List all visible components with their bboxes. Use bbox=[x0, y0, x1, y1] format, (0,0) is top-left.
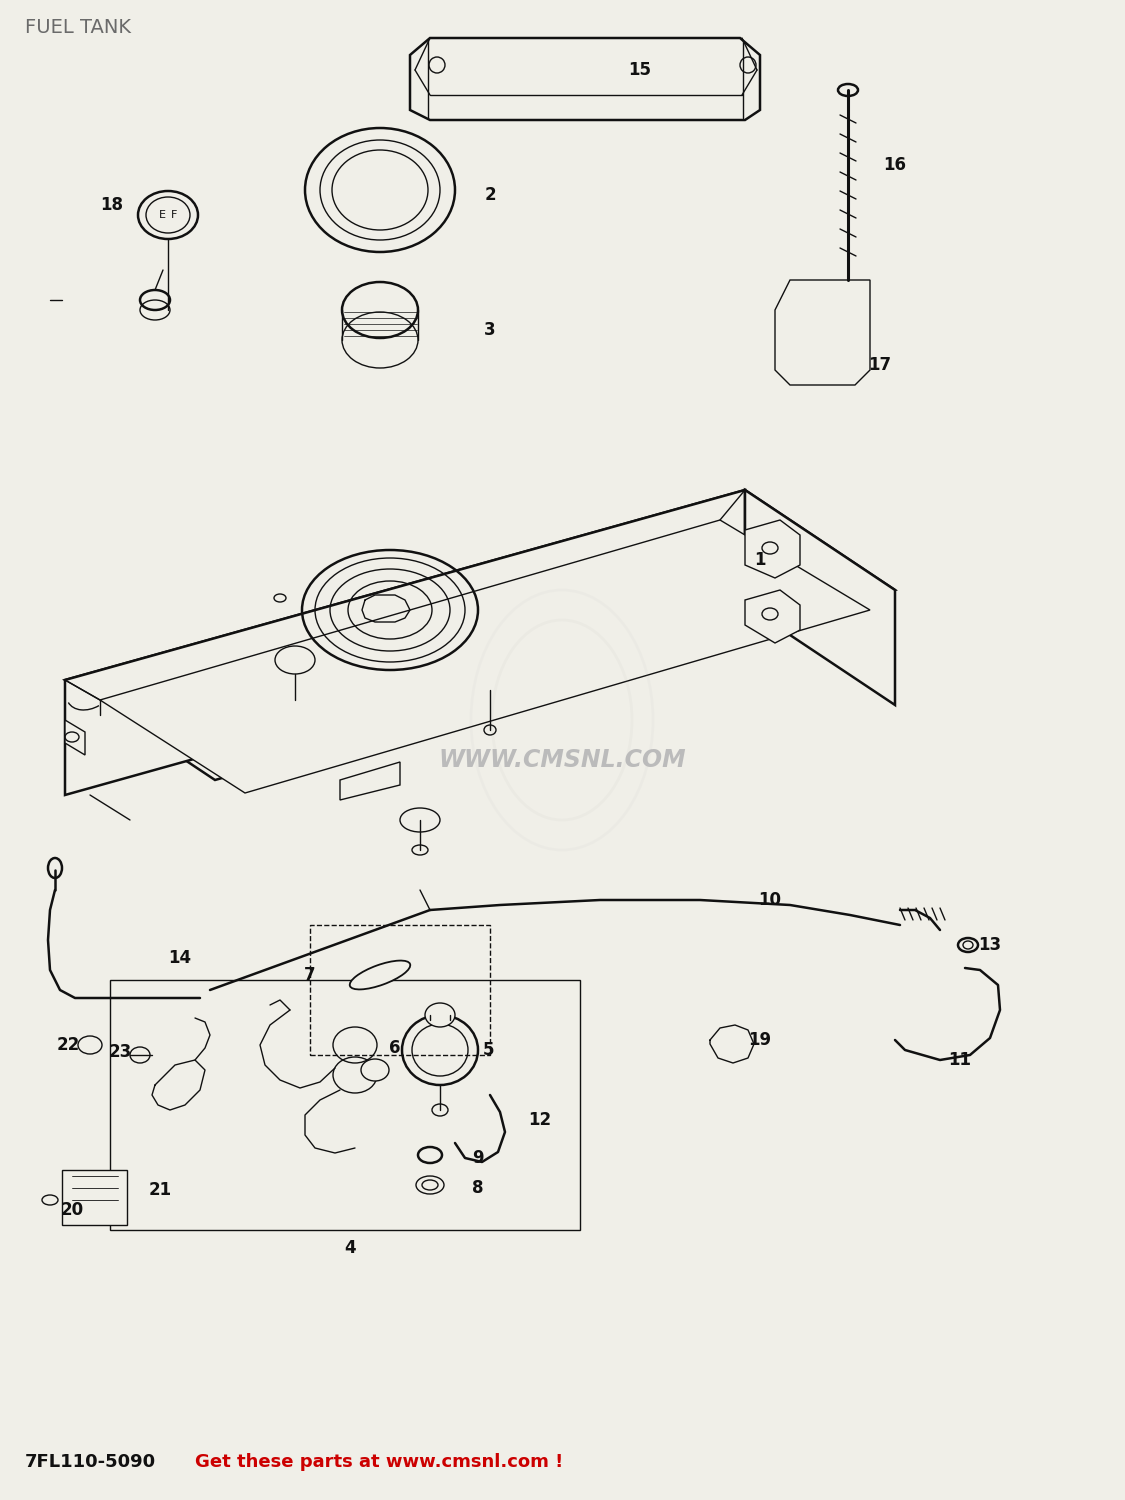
Text: 4: 4 bbox=[344, 1239, 356, 1257]
Text: 10: 10 bbox=[758, 891, 782, 909]
Text: 7: 7 bbox=[304, 966, 316, 984]
Polygon shape bbox=[775, 280, 870, 386]
Text: 13: 13 bbox=[979, 936, 1001, 954]
Polygon shape bbox=[410, 38, 760, 120]
Text: Get these parts at www.cmsnl.com !: Get these parts at www.cmsnl.com ! bbox=[195, 1454, 564, 1472]
Polygon shape bbox=[745, 590, 800, 644]
Ellipse shape bbox=[78, 1036, 102, 1054]
Ellipse shape bbox=[130, 1047, 150, 1064]
Text: 23: 23 bbox=[108, 1042, 132, 1060]
Text: 8: 8 bbox=[472, 1179, 484, 1197]
Ellipse shape bbox=[432, 1104, 448, 1116]
Ellipse shape bbox=[418, 1148, 442, 1162]
Text: 5: 5 bbox=[483, 1041, 494, 1059]
Text: 2: 2 bbox=[484, 186, 496, 204]
Text: 22: 22 bbox=[56, 1036, 80, 1054]
Ellipse shape bbox=[484, 724, 496, 735]
Text: 6: 6 bbox=[389, 1040, 400, 1058]
Ellipse shape bbox=[140, 290, 170, 310]
Text: 3: 3 bbox=[484, 321, 496, 339]
Text: E: E bbox=[159, 210, 165, 220]
Text: 20: 20 bbox=[61, 1202, 83, 1219]
Polygon shape bbox=[65, 490, 896, 780]
Ellipse shape bbox=[958, 938, 978, 952]
Polygon shape bbox=[65, 720, 86, 754]
Polygon shape bbox=[745, 490, 896, 705]
Text: 21: 21 bbox=[148, 1180, 171, 1198]
Ellipse shape bbox=[816, 351, 844, 369]
Text: 17: 17 bbox=[868, 356, 892, 374]
Text: WWW.CMSNL.COM: WWW.CMSNL.COM bbox=[439, 748, 686, 772]
Ellipse shape bbox=[350, 960, 411, 990]
Polygon shape bbox=[340, 762, 400, 800]
Text: 1: 1 bbox=[754, 550, 766, 568]
FancyBboxPatch shape bbox=[62, 1170, 127, 1226]
Text: 9: 9 bbox=[472, 1149, 484, 1167]
Ellipse shape bbox=[422, 1180, 438, 1190]
Text: 19: 19 bbox=[748, 1030, 772, 1048]
Text: 7FL110-5090: 7FL110-5090 bbox=[25, 1454, 156, 1472]
Text: 11: 11 bbox=[948, 1052, 972, 1070]
Text: F: F bbox=[171, 210, 178, 220]
Polygon shape bbox=[100, 520, 870, 794]
Polygon shape bbox=[65, 490, 745, 795]
Text: 18: 18 bbox=[100, 196, 124, 214]
Ellipse shape bbox=[361, 1059, 389, 1082]
Text: 15: 15 bbox=[629, 62, 651, 80]
Ellipse shape bbox=[425, 1004, 454, 1028]
Polygon shape bbox=[745, 520, 800, 578]
Ellipse shape bbox=[48, 858, 62, 877]
Text: FUEL TANK: FUEL TANK bbox=[25, 18, 130, 38]
Text: 16: 16 bbox=[883, 156, 907, 174]
Ellipse shape bbox=[138, 190, 198, 238]
Text: 12: 12 bbox=[529, 1112, 551, 1130]
Text: 14: 14 bbox=[169, 950, 191, 968]
